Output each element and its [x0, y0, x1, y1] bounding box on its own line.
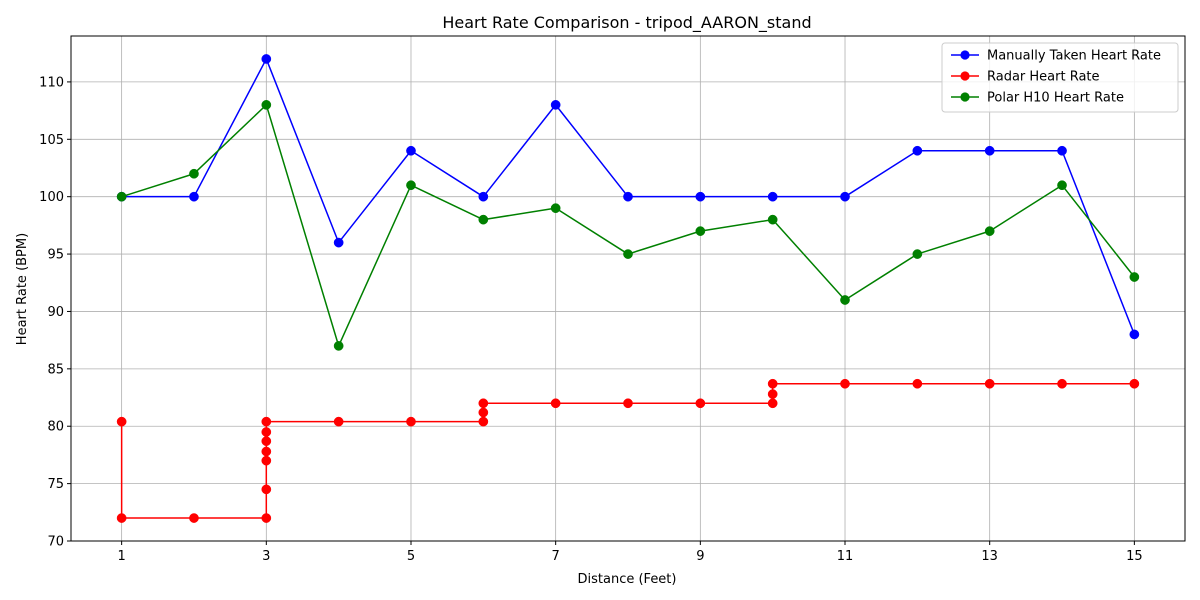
data-point: [478, 407, 489, 418]
legend-marker: [960, 92, 970, 102]
data-point: [1057, 378, 1067, 389]
data-point: [406, 180, 416, 191]
data-point: [189, 191, 199, 202]
data-point: [984, 378, 995, 389]
data-point: [767, 389, 778, 399]
data-point: [767, 191, 778, 202]
legend-label: Polar H10 Heart Rate: [987, 91, 1124, 106]
data-point: [478, 416, 489, 427]
data-point: [1129, 329, 1140, 340]
legend: Manually Taken Heart Rate Radar Heart Rat…: [941, 42, 1179, 113]
legend-label: Radar Heart Rate: [987, 70, 1100, 85]
legend-marker: [960, 50, 970, 60]
data-point: [695, 398, 706, 409]
y-tick-label: 90: [47, 305, 64, 320]
legend-label: Manually Taken Heart Rate: [987, 49, 1161, 64]
data-point: [261, 416, 272, 427]
y-tick-label: 80: [47, 420, 64, 435]
data-point: [984, 145, 995, 156]
data-point: [333, 237, 344, 248]
x-tick-label: 3: [262, 549, 270, 564]
data-point: [767, 214, 778, 225]
data-point: [116, 191, 127, 202]
data-point: [189, 168, 199, 179]
data-point: [695, 191, 706, 202]
y-tick-label: 110: [39, 75, 64, 90]
plot-frame: [70, 35, 1186, 542]
y-tick-label: 105: [39, 133, 64, 148]
data-point: [478, 398, 489, 409]
series-radar-heart-rate: [116, 378, 1140, 523]
data-point: [261, 54, 272, 64]
data-point: [912, 145, 923, 156]
y-tick-label: 85: [47, 362, 64, 377]
data-point: [912, 378, 923, 389]
x-axis-label: Distance (Feet): [578, 572, 677, 587]
data-point: [550, 100, 561, 110]
data-point: [912, 249, 923, 259]
data-point: [261, 436, 272, 446]
data-point: [1129, 378, 1140, 389]
y-axis-label: Heart Rate (BPM): [15, 233, 30, 345]
data-point: [261, 446, 272, 457]
data-point: [189, 513, 199, 523]
data-point: [406, 416, 416, 427]
x-tick-label: 15: [1126, 549, 1143, 564]
data-point: [695, 226, 706, 236]
data-point: [261, 484, 272, 495]
data-point: [767, 398, 778, 409]
y-tick-label: 75: [47, 477, 64, 492]
series-layer: [116, 54, 1140, 523]
data-point: [623, 249, 633, 259]
y-tick-label: 70: [47, 535, 64, 550]
data-point: [116, 416, 127, 427]
data-point: [261, 513, 272, 523]
data-point: [333, 341, 344, 351]
data-point: [767, 378, 778, 389]
data-point: [406, 145, 416, 156]
x-tick-label: 5: [407, 549, 415, 564]
data-point: [1129, 272, 1140, 282]
data-point: [261, 455, 272, 466]
data-point: [623, 398, 633, 409]
data-point: [550, 398, 561, 409]
x-tick-label: 9: [696, 549, 704, 564]
series-polar-h10-heart-rate: [116, 100, 1140, 351]
data-point: [116, 513, 127, 523]
y-tick-label: 100: [39, 190, 64, 205]
chart-title: Heart Rate Comparison - tripod_AARON_sta…: [442, 13, 811, 33]
data-point: [261, 427, 272, 437]
data-point: [1057, 180, 1067, 191]
y-tick-label: 95: [47, 248, 64, 263]
x-tick-label: 11: [837, 549, 854, 564]
data-point: [984, 226, 995, 236]
x-tick-label: 13: [981, 549, 998, 564]
data-point: [840, 191, 850, 202]
x-tick-label: 1: [117, 549, 125, 564]
x-tick-label: 7: [552, 549, 560, 564]
data-point: [478, 191, 489, 202]
data-point: [261, 100, 272, 110]
data-point: [623, 191, 633, 202]
legend-box: [941, 42, 1179, 113]
data-point: [840, 378, 850, 389]
data-point: [333, 416, 344, 427]
data-point: [840, 295, 850, 305]
data-point: [1057, 145, 1067, 156]
data-point: [478, 214, 489, 225]
data-point: [550, 203, 561, 214]
legend-marker: [960, 71, 970, 81]
